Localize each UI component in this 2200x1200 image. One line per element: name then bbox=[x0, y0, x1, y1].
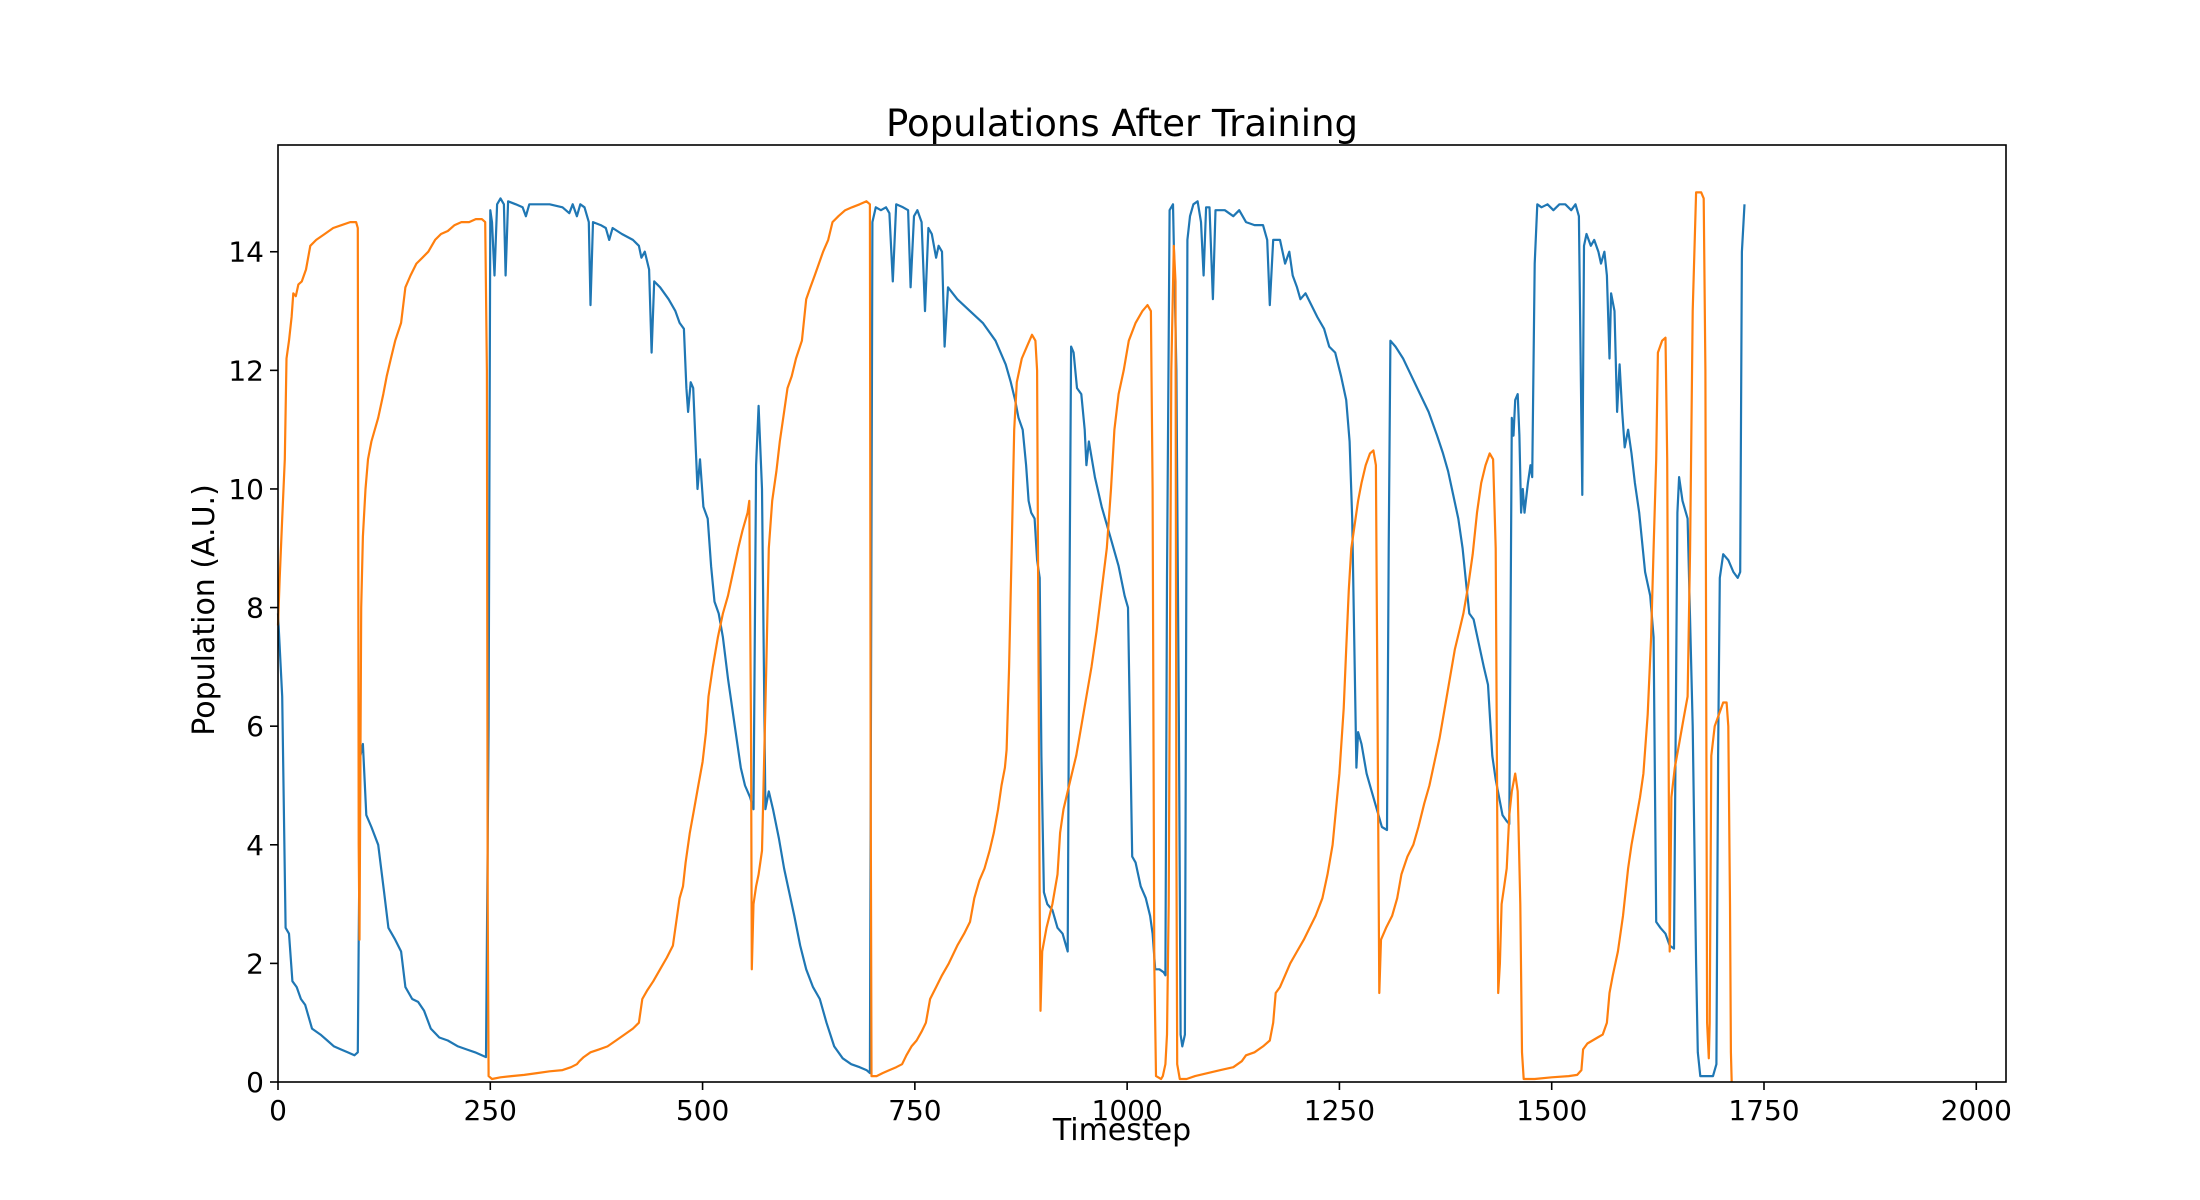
y-tick-label: 8 bbox=[246, 592, 264, 625]
y-tick-label: 12 bbox=[228, 354, 264, 387]
series-layer bbox=[276, 191, 1746, 1083]
y-tick-label: 0 bbox=[246, 1066, 264, 1099]
x-tick-label: 1500 bbox=[1516, 1094, 1587, 1127]
x-tick-label: 1250 bbox=[1304, 1094, 1375, 1127]
plot-frame bbox=[277, 144, 2007, 1083]
x-tick-label: 250 bbox=[464, 1094, 517, 1127]
x-axis: 0 250 500 750 1000 1250 1500 1750 2000 bbox=[269, 1082, 2012, 1127]
series-line-2 bbox=[276, 191, 1733, 1083]
y-tick-label: 6 bbox=[246, 710, 264, 743]
x-tick-label: 0 bbox=[269, 1094, 287, 1127]
y-axis-label: Population (A.U.) bbox=[187, 484, 222, 736]
x-tick-label: 500 bbox=[676, 1094, 729, 1127]
x-tick-label: 2000 bbox=[1941, 1094, 2012, 1127]
chart-title: Populations After Training bbox=[886, 102, 1358, 145]
y-axis: 0 2 4 6 8 10 12 14 bbox=[228, 236, 278, 1099]
x-tick-label: 1000 bbox=[1092, 1094, 1163, 1127]
y-tick-label: 14 bbox=[228, 236, 264, 269]
y-tick-label: 10 bbox=[228, 473, 264, 506]
y-tick-label: 2 bbox=[246, 947, 264, 980]
x-axis-label: Timestep bbox=[1052, 1113, 1191, 1148]
series-line-1 bbox=[276, 197, 1746, 1078]
x-tick-label: 1750 bbox=[1728, 1094, 1799, 1127]
x-tick-label: 750 bbox=[888, 1094, 941, 1127]
y-tick-label: 4 bbox=[246, 829, 264, 862]
